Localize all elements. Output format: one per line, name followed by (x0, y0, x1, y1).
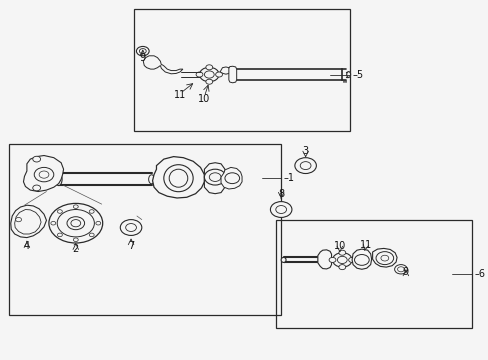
Circle shape (16, 217, 21, 222)
Circle shape (136, 46, 149, 56)
Ellipse shape (148, 175, 154, 184)
Circle shape (51, 221, 56, 225)
Circle shape (215, 72, 222, 77)
Circle shape (300, 162, 310, 170)
Text: 8: 8 (278, 189, 284, 199)
Text: 7: 7 (128, 240, 134, 251)
Polygon shape (228, 66, 236, 83)
Bar (134, 9, 349, 131)
Ellipse shape (163, 165, 193, 192)
Ellipse shape (55, 173, 62, 186)
Text: 11: 11 (173, 90, 186, 100)
Text: 4: 4 (24, 240, 30, 251)
Polygon shape (351, 249, 371, 269)
Polygon shape (152, 157, 204, 198)
Polygon shape (372, 248, 396, 267)
Polygon shape (143, 56, 183, 74)
Circle shape (57, 210, 94, 237)
Polygon shape (11, 205, 46, 238)
Circle shape (139, 49, 146, 54)
Text: –6: –6 (473, 269, 484, 279)
Polygon shape (220, 67, 230, 74)
Circle shape (89, 233, 94, 237)
Circle shape (204, 71, 214, 78)
Text: 10: 10 (333, 241, 346, 251)
Circle shape (196, 72, 203, 77)
Circle shape (270, 202, 291, 217)
Circle shape (73, 205, 78, 208)
Ellipse shape (281, 257, 285, 262)
Text: –1: –1 (283, 173, 294, 183)
Circle shape (397, 267, 404, 272)
Circle shape (205, 65, 212, 70)
Circle shape (337, 256, 346, 264)
Polygon shape (15, 210, 41, 234)
Polygon shape (317, 250, 331, 269)
Circle shape (89, 210, 94, 213)
Circle shape (33, 156, 41, 162)
Circle shape (57, 210, 62, 213)
Circle shape (205, 79, 212, 84)
Text: 9: 9 (140, 53, 145, 63)
Ellipse shape (169, 169, 187, 187)
Circle shape (204, 169, 225, 185)
Text: 10: 10 (198, 94, 210, 104)
Circle shape (294, 158, 316, 174)
Text: 3: 3 (302, 146, 308, 156)
Bar (276, 220, 471, 328)
Circle shape (71, 220, 81, 227)
Text: 11: 11 (359, 240, 371, 250)
Circle shape (380, 255, 388, 261)
Circle shape (328, 257, 335, 262)
Bar (9, 144, 281, 315)
Circle shape (39, 171, 49, 178)
Circle shape (338, 265, 345, 270)
Circle shape (120, 220, 142, 235)
Ellipse shape (346, 72, 350, 77)
Circle shape (275, 206, 286, 213)
Circle shape (332, 253, 351, 267)
Circle shape (57, 233, 62, 237)
Circle shape (354, 255, 368, 265)
Circle shape (33, 185, 41, 191)
Circle shape (209, 173, 221, 181)
Text: 9: 9 (402, 267, 408, 277)
Circle shape (348, 257, 355, 262)
Circle shape (67, 217, 84, 230)
Text: 2: 2 (73, 244, 79, 254)
Circle shape (49, 203, 102, 243)
Circle shape (34, 167, 54, 182)
Circle shape (96, 221, 101, 225)
Circle shape (224, 173, 239, 184)
Circle shape (199, 67, 219, 82)
Polygon shape (204, 163, 224, 194)
Polygon shape (221, 167, 242, 189)
Circle shape (338, 250, 345, 255)
Polygon shape (23, 156, 63, 192)
Circle shape (375, 252, 393, 265)
Circle shape (125, 224, 136, 231)
Circle shape (394, 265, 407, 274)
Circle shape (73, 238, 78, 242)
Text: –5: –5 (351, 69, 363, 80)
